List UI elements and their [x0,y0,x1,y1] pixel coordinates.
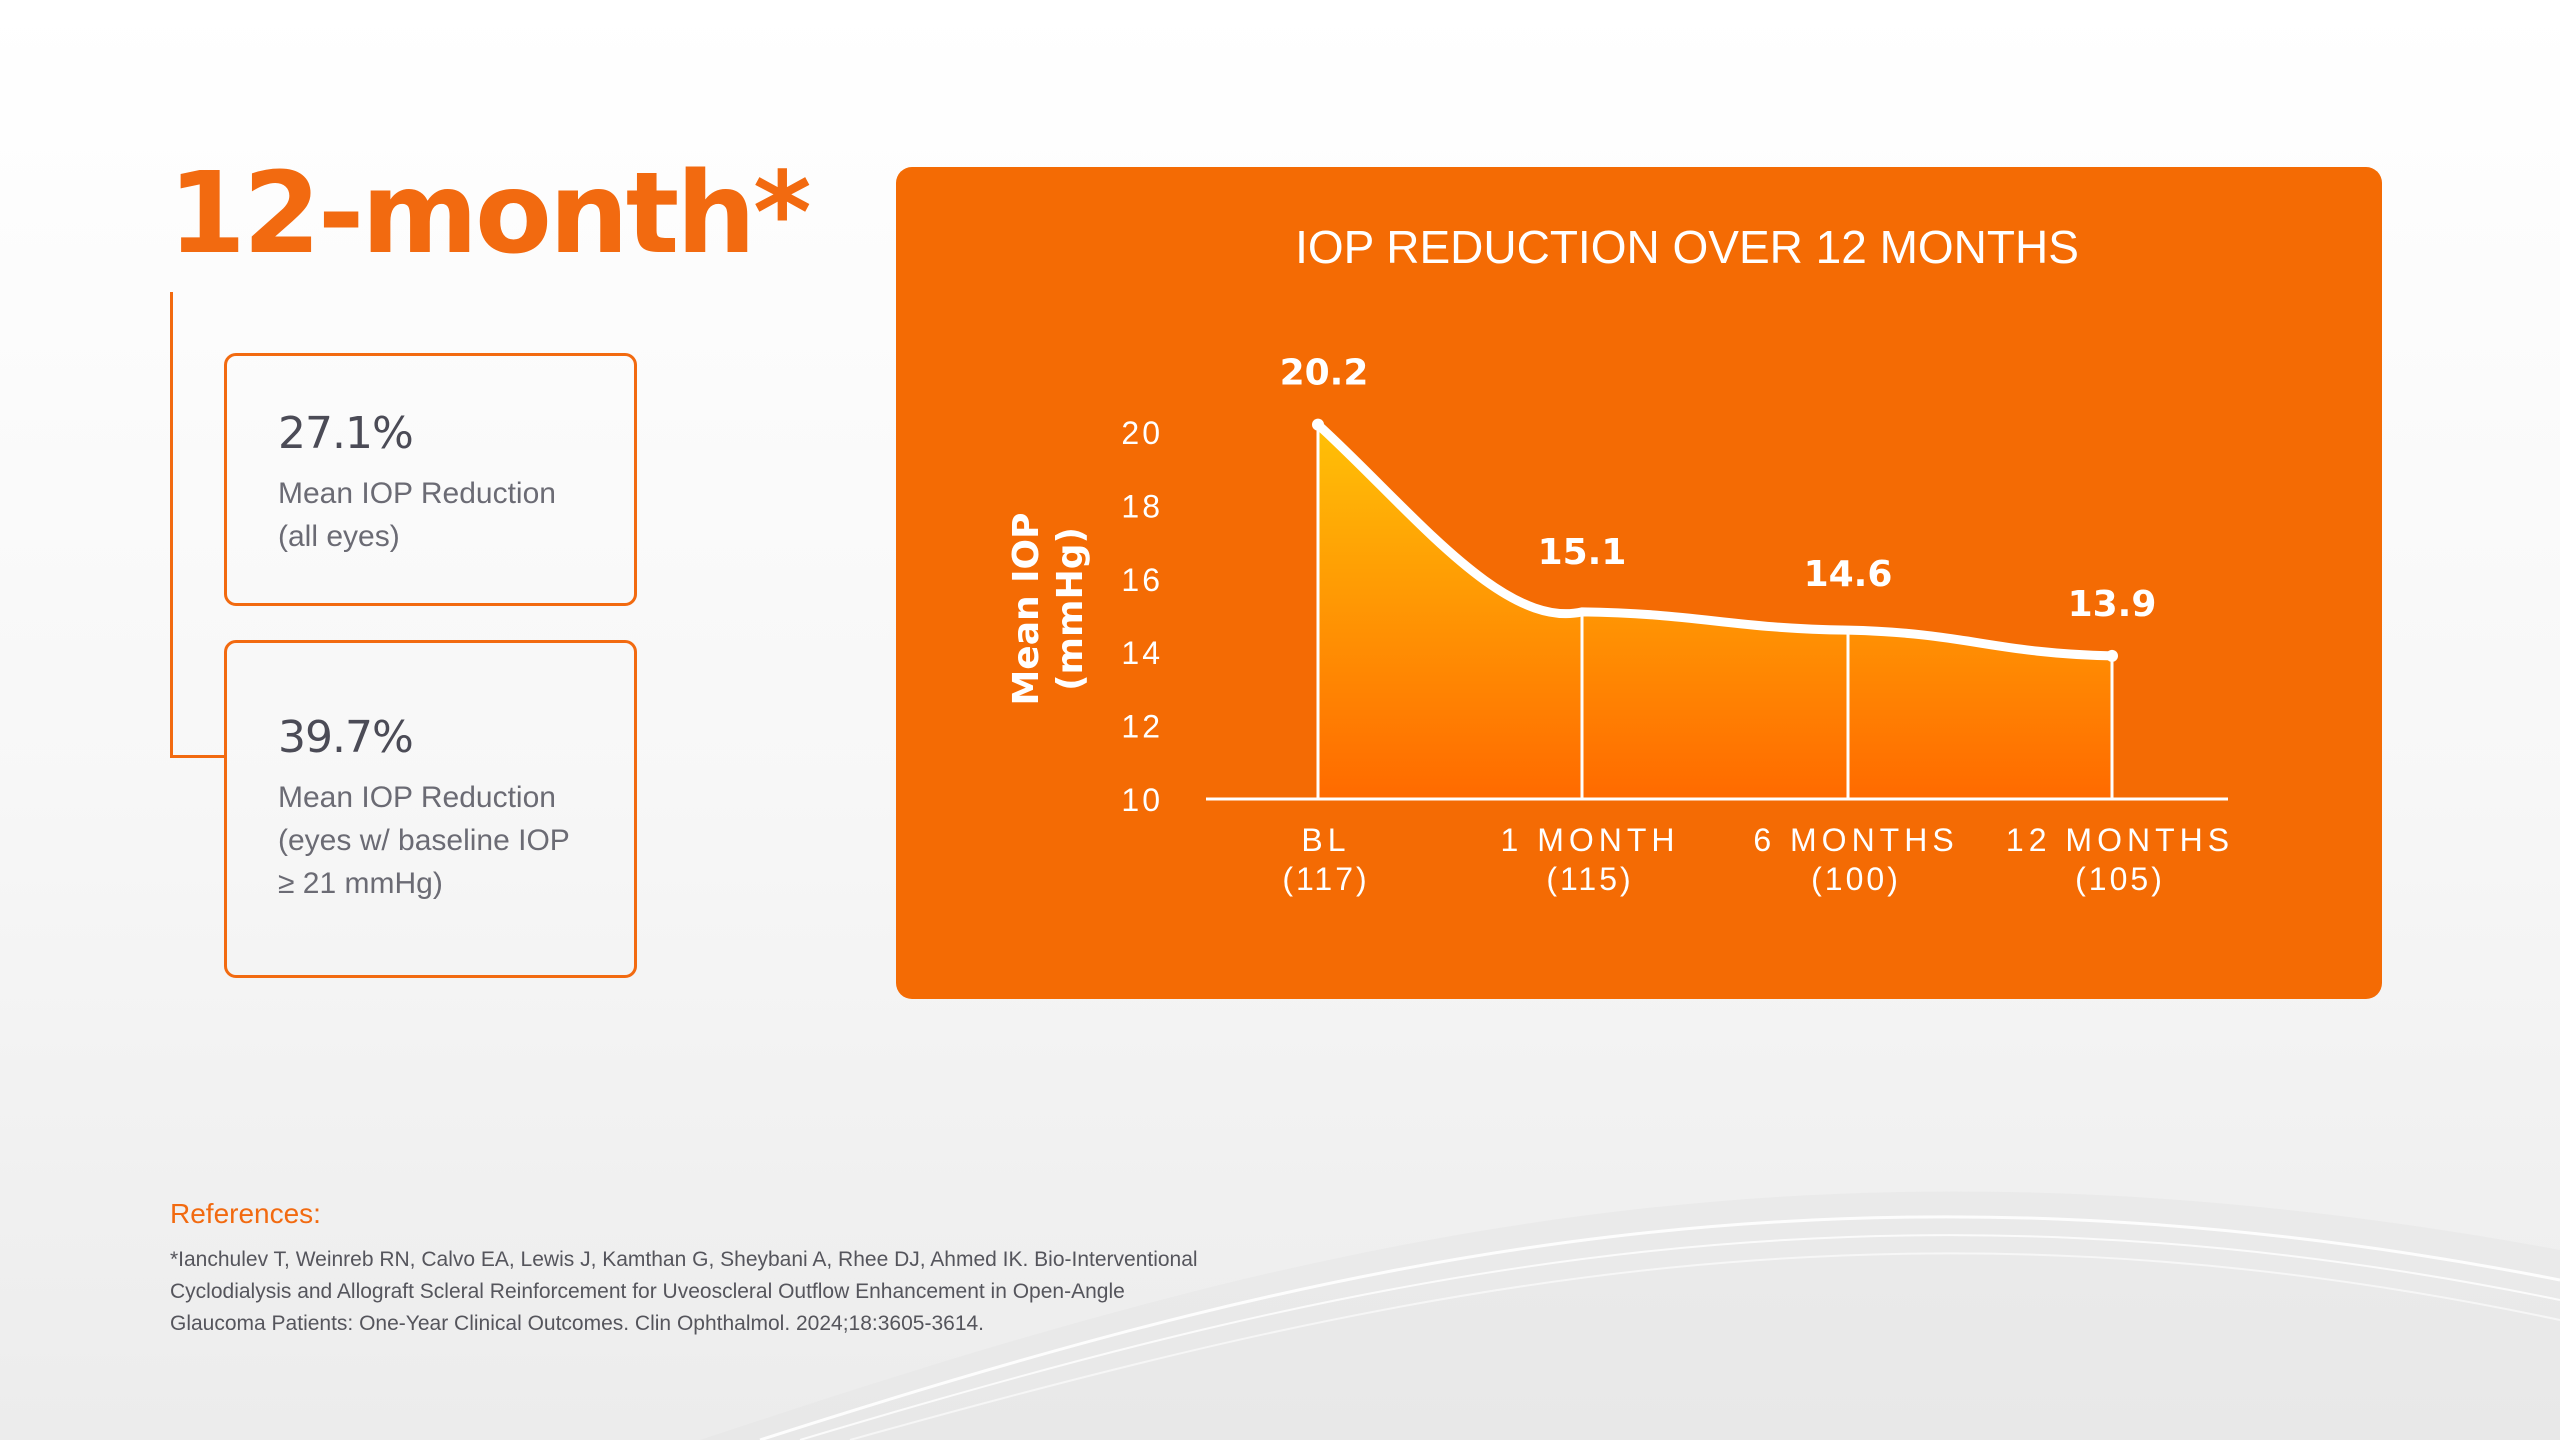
data-label: 20.2 [1280,353,1369,394]
x-tick-count: (117) [1282,861,1369,897]
y-tick-label: 14 [1121,635,1163,671]
page-headline: 12-month* [168,149,812,279]
stat-value: 39.7% [278,712,414,763]
data-label: 15.1 [1538,532,1627,573]
y-tick-label: 16 [1121,562,1163,598]
references-text: *Ianchulev T, Weinreb RN, Calvo EA, Lewi… [170,1248,1198,1335]
stat-card-all-eyes: 27.1% Mean IOP Reduction (all eyes) [224,353,637,606]
data-point-4 [2106,649,2118,662]
data-label: 13.9 [2068,584,2157,625]
references-label: References: [170,1198,321,1229]
references-section: References: *Ianchulev T, Weinreb RN, Ca… [170,1198,1370,1340]
y-tick-label: 18 [1121,488,1163,524]
series-line [1313,420,2117,661]
y-axis-title-line: Mean IOP [1006,512,1047,705]
area-fill [1318,424,2112,799]
x-tick-label: 6 MONTHS [1753,822,1958,858]
x-tick-label: 1 MONTH [1501,822,1680,858]
stat-description: Mean IOP Reduction (eyes w/ baseline IOP… [278,781,570,900]
y-tick-label: 12 [1121,709,1163,745]
y-axis-title: Mean IOP (mmHg) [1006,512,1091,705]
iop-chart: IOP REDUCTION OVER 12 MONTHS Mean IOP (mm… [1006,221,2234,897]
chart-panel: IOP REDUCTION OVER 12 MONTHS Mean IOP (mm… [896,167,2382,999]
x-tick-count: (105) [2075,861,2165,897]
stat-card-high-baseline: 39.7% Mean IOP Reduction (eyes w/ baseli… [224,640,637,978]
data-label: 14.6 [1804,554,1893,595]
data-point-1 [1312,418,1324,431]
stat-value: 27.1% [278,408,414,459]
stat-description: Mean IOP Reduction (all eyes) [278,477,556,553]
x-tick-label: 12 MONTHS [2006,822,2234,858]
bracket-connector [170,292,224,758]
y-tick-label: 20 [1121,415,1163,451]
y-axis-title-line: (mmHg) [1050,527,1091,691]
x-tick-count: (115) [1546,861,1633,897]
chart-title: IOP REDUCTION OVER 12 MONTHS [1295,221,2079,273]
x-tick-label: BL [1301,822,1350,858]
y-tick-label: 10 [1121,782,1163,818]
x-tick-count: (100) [1811,861,1901,897]
